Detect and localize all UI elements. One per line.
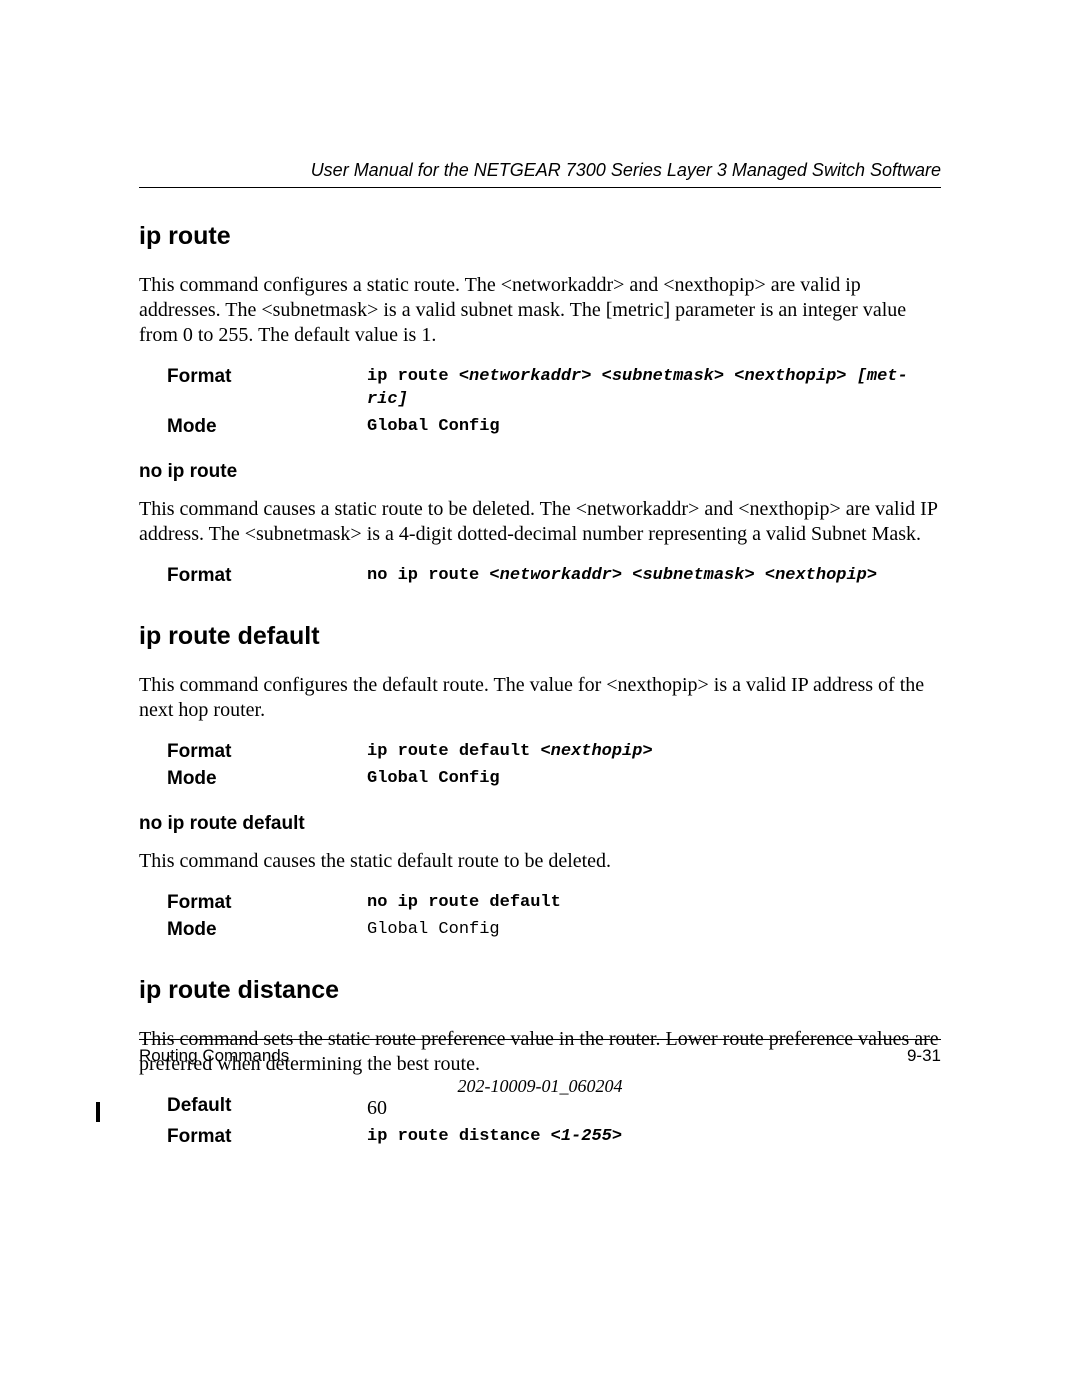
value-ip-route-format: ip route <networkaddr> <subnetmask> <nex…: [367, 366, 941, 412]
row-ip-route-default-mode: Mode Global Config: [139, 768, 941, 791]
doc-page: User Manual for the NETGEAR 7300 Series …: [0, 0, 1080, 1397]
row-ip-route-format: Format ip route <networkaddr> <subnetmas…: [139, 366, 941, 412]
value-ip-route-distance-default: 60: [367, 1095, 941, 1123]
label-default: Default: [167, 1095, 367, 1123]
label-format: Format: [167, 1126, 367, 1149]
value-no-ip-route-format: no ip route <networkaddr> <subnetmask> <…: [367, 565, 941, 588]
desc-no-ip-route-default: This command causes the static default r…: [139, 849, 941, 874]
value-no-ip-route-default-format: no ip route default: [367, 892, 941, 915]
row-no-ip-route-default-format: Format no ip route default: [139, 892, 941, 915]
value-ip-route-mode: Global Config: [367, 416, 941, 439]
row-ip-route-default-format: Format ip route default <nexthopip>: [139, 741, 941, 764]
label-format: Format: [167, 741, 367, 764]
change-bar-icon: [96, 1102, 100, 1122]
desc-ip-route-default: This command configures the default rout…: [139, 673, 941, 723]
footer-right: 9-31: [907, 1046, 941, 1066]
desc-no-ip-route: This command causes a static route to be…: [139, 497, 941, 547]
row-no-ip-route-default-mode: Mode Global Config: [139, 919, 941, 942]
page-header: User Manual for the NETGEAR 7300 Series …: [139, 160, 941, 188]
row-ip-route-mode: Mode Global Config: [139, 416, 941, 439]
label-mode: Mode: [167, 919, 367, 942]
heading-ip-route: ip route: [139, 222, 941, 251]
row-ip-route-distance-default: Default 60: [139, 1095, 941, 1123]
label-mode: Mode: [167, 416, 367, 439]
heading-no-ip-route: no ip route: [139, 461, 941, 483]
footer-left: Routing Commands: [139, 1046, 289, 1066]
footer-row: Routing Commands 9-31: [139, 1046, 941, 1066]
heading-ip-route-distance: ip route distance: [139, 976, 941, 1005]
label-format: Format: [167, 565, 367, 588]
footer-doc-id: 202-10009-01_060204: [139, 1076, 941, 1097]
row-no-ip-route-format: Format no ip route <networkaddr> <subnet…: [139, 565, 941, 588]
row-ip-route-distance-format: Format ip route distance <1-255>: [139, 1126, 941, 1149]
value-ip-route-default-format: ip route default <nexthopip>: [367, 741, 941, 764]
label-format: Format: [167, 366, 367, 412]
label-mode: Mode: [167, 768, 367, 791]
label-format: Format: [167, 892, 367, 915]
footer-rule: [139, 1039, 941, 1040]
value-no-ip-route-default-mode: Global Config: [367, 919, 941, 942]
heading-ip-route-default: ip route default: [139, 622, 941, 651]
desc-ip-route: This command configures a static route. …: [139, 273, 941, 348]
value-ip-route-default-mode: Global Config: [367, 768, 941, 791]
heading-no-ip-route-default: no ip route default: [139, 813, 941, 835]
value-ip-route-distance-format: ip route distance <1-255>: [367, 1126, 941, 1149]
page-footer: Routing Commands 9-31 202-10009-01_06020…: [139, 1039, 941, 1097]
